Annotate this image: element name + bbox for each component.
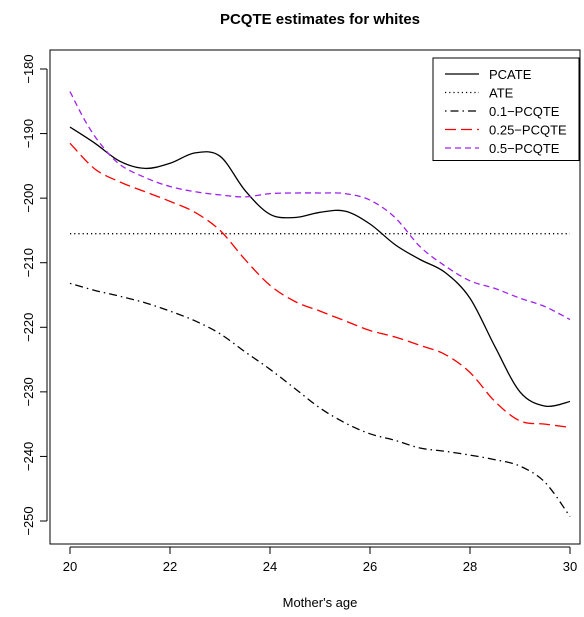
legend-label-4: 0.5−PCQTE <box>489 141 560 156</box>
series-line-4 <box>69 91 571 321</box>
plot-box <box>49 49 581 545</box>
y-tick-label: −240 <box>21 442 36 471</box>
legend-label-2: 0.1−PCQTE <box>489 104 560 119</box>
legend-label-0: PCATE <box>489 67 532 82</box>
y-tick-label: −210 <box>21 248 36 277</box>
series-line-3 <box>69 142 571 429</box>
x-tick-label: 28 <box>463 559 477 574</box>
y-tick-label: −200 <box>21 183 36 212</box>
legend-label-1: ATE <box>489 86 514 101</box>
legend: PCATE ATE 0.1−PCQTE 0.25−PCQTE 0.5−PCQTE <box>432 57 580 161</box>
x-tick-label: 20 <box>63 559 77 574</box>
y-tick-label: −190 <box>21 119 36 148</box>
series-layer <box>69 91 571 517</box>
y-tick-label: −250 <box>21 506 36 535</box>
y-axis: −250 −240 −230 −220 −210 −200 −190 −180 <box>21 54 48 536</box>
y-tick-label: −180 <box>21 54 36 83</box>
chart-title: PCQTE estimates for whites <box>220 11 420 28</box>
x-tick-label: 26 <box>363 559 377 574</box>
y-tick-label: −230 <box>21 377 36 406</box>
series-line-0 <box>69 126 571 408</box>
y-tick-label: −220 <box>21 313 36 342</box>
x-axis-label: Mother's age <box>283 595 358 610</box>
legend-box <box>432 57 580 161</box>
legend-label-3: 0.25−PCQTE <box>489 123 567 138</box>
series-line-2 <box>69 282 571 517</box>
x-tick-label: 30 <box>563 559 577 574</box>
x-axis: 20 22 24 26 28 30 <box>63 546 577 574</box>
x-tick-label: 24 <box>263 559 277 574</box>
x-tick-label: 22 <box>163 559 177 574</box>
